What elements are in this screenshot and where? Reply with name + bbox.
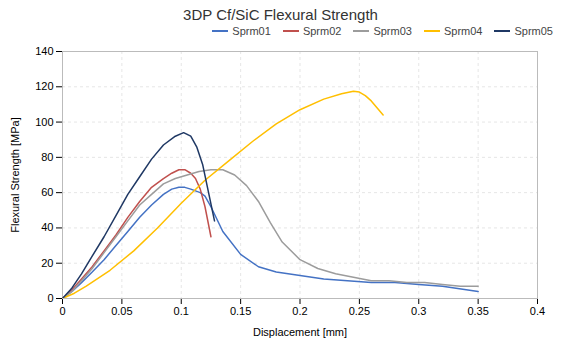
svg-text:80: 80: [41, 151, 53, 163]
svg-text:0: 0: [59, 305, 65, 317]
html-text:Sprm04: Sprm04: [443, 25, 483, 37]
html-text:Sprm03: Sprm03: [373, 25, 412, 37]
svg-text:100: 100: [35, 116, 53, 128]
svg-text:0.2: 0.2: [292, 305, 307, 317]
svg-text:0.3: 0.3: [411, 305, 426, 317]
svg-text:0.4: 0.4: [530, 305, 545, 317]
svg-text:20: 20: [41, 257, 53, 269]
svg-text:0.35: 0.35: [467, 305, 488, 317]
svg-text:0.15: 0.15: [230, 305, 251, 317]
svg-text:Displacement [mm]: Displacement [mm]: [253, 326, 347, 338]
svg-text:120: 120: [35, 80, 53, 92]
html-text:Sprm02: Sprm02: [302, 25, 342, 37]
svg-text:0.1: 0.1: [174, 305, 189, 317]
svg-text:60: 60: [41, 186, 53, 198]
svg-text:0: 0: [47, 292, 53, 304]
svg-text:140: 140: [35, 45, 53, 57]
svg-text:Flexural Strength [MPa]: Flexural Strength [MPa]: [9, 117, 21, 233]
svg-text:40: 40: [41, 221, 53, 233]
html-text:3DP Cf/SiC Flexural Strength: 3DP Cf/SiC Flexural Strength: [183, 6, 378, 23]
html-text:Sprm01: Sprm01: [232, 25, 271, 37]
svg-text:0.05: 0.05: [111, 305, 132, 317]
svg-text:0.25: 0.25: [349, 305, 370, 317]
html-text:Sprm05: Sprm05: [514, 25, 553, 37]
